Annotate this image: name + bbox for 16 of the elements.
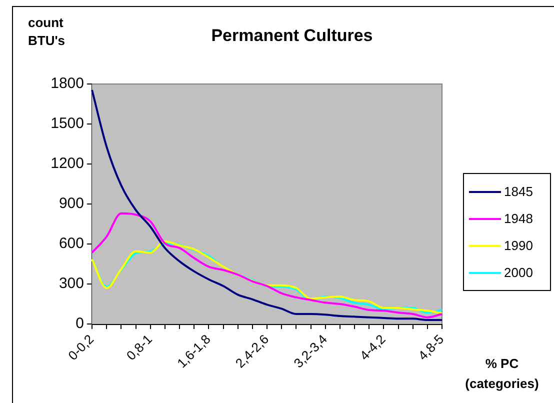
chart-title: Permanent Cultures — [210, 26, 374, 46]
y-tick-label: 300 — [58, 275, 84, 292]
x-axis-title: % PC (categories) — [464, 355, 540, 393]
y-tick-label: 1200 — [50, 155, 84, 172]
legend-label: 1948 — [504, 211, 533, 226]
legend-label: 1990 — [504, 238, 533, 253]
y-tick-label: 1500 — [50, 115, 84, 132]
y-tick-label: 1800 — [50, 75, 84, 92]
legend-label: 1845 — [504, 184, 533, 199]
y-tick-label: 600 — [58, 235, 84, 252]
line-series — [91, 89, 443, 321]
y-axis-title: count BTU's — [28, 14, 66, 50]
legend-label: 2000 — [504, 265, 533, 280]
line-series — [91, 212, 443, 318]
y-tick-label: 900 — [58, 195, 84, 212]
y-tick-label: 0 — [76, 315, 84, 332]
